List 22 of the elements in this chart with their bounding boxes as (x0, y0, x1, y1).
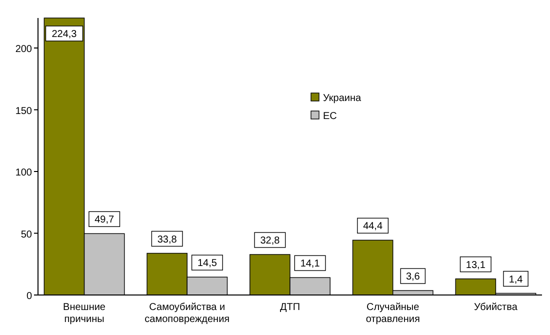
data-label: 1,4 (508, 274, 524, 286)
data-label: 224,3 (52, 29, 78, 40)
data-label: 49,7 (94, 214, 115, 226)
x-tick-label: Убийства (474, 302, 518, 313)
data-label: 44,4 (363, 221, 383, 232)
legend-label: Украина (323, 93, 362, 104)
x-tick-label: Внешние причины (63, 302, 106, 325)
x-tick-label: Случайные отравления (366, 302, 420, 325)
data-label: 14,1 (300, 258, 320, 270)
y-tick-label: 200 (15, 44, 32, 56)
data-label: 14,5 (197, 258, 218, 270)
y-tick-label: 150 (15, 106, 32, 117)
data-label: 33,8 (157, 234, 178, 246)
data-label: 32,8 (260, 235, 280, 246)
y-tick-label: 50 (20, 229, 32, 240)
data-label: 3,6 (406, 272, 420, 283)
data-label: 13,1 (466, 260, 486, 271)
x-tick-label: Самоубийства и самоповреждения (144, 302, 230, 325)
legend-label: ЕС (323, 111, 337, 122)
x-tick-label: ДТП (280, 302, 300, 313)
y-tick-label: 100 (15, 168, 32, 179)
y-tick-label: 0 (26, 291, 32, 302)
